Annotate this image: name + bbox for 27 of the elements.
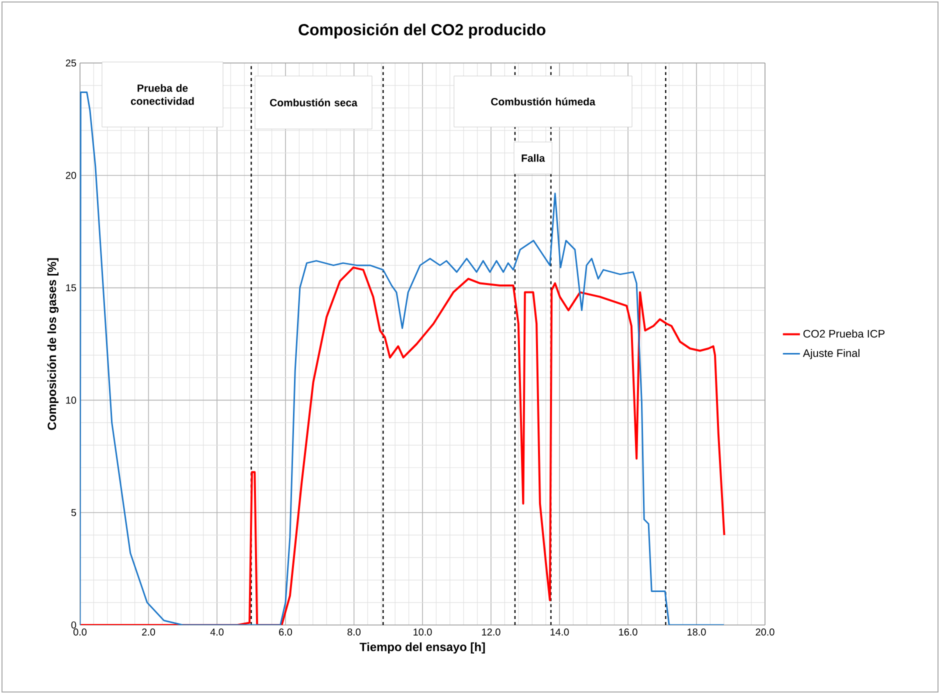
legend-label: CO2 Prueba ICP: [803, 330, 885, 338]
y-axis-title: Composición de los gases [%]: [47, 258, 59, 430]
x-tick-label: 6.0: [279, 628, 292, 636]
x-tick-label: 12.0: [482, 628, 500, 636]
annotation: Prueba de conectividad: [130, 84, 194, 105]
chart-title: Composición del CO2 producido: [298, 23, 546, 38]
x-tick-label: 14.0: [550, 628, 569, 636]
x-tick-label: 16.0: [619, 628, 638, 636]
annotation: Combustión húmeda: [491, 98, 596, 106]
y-tick-label: 10: [66, 396, 76, 404]
annotation: Combustión seca: [270, 98, 358, 106]
x-axis-title: Tiempo del ensayo [h]: [360, 642, 485, 654]
line-series: [80, 91, 725, 625]
y-tick-label: 25: [66, 59, 76, 67]
x-tick-label: 8.0: [348, 628, 361, 636]
x-tick-label: 18.0: [688, 628, 706, 636]
annotation: Falla: [522, 154, 545, 162]
x-tick-label: 2.0: [142, 628, 156, 636]
x-tick-label: 4.0: [210, 628, 224, 636]
y-tick-label: 20: [66, 172, 76, 179]
y-tick-label: 0: [71, 621, 76, 629]
x-tick-label: 10.0: [414, 628, 432, 636]
y-tick-label: 15: [66, 284, 76, 292]
x-tick-label: 0.0: [73, 628, 87, 636]
legend-label: Ajuste Final: [802, 348, 860, 360]
y-tick-label: 5: [71, 509, 76, 516]
x-tick-label: 20.0: [756, 628, 774, 636]
